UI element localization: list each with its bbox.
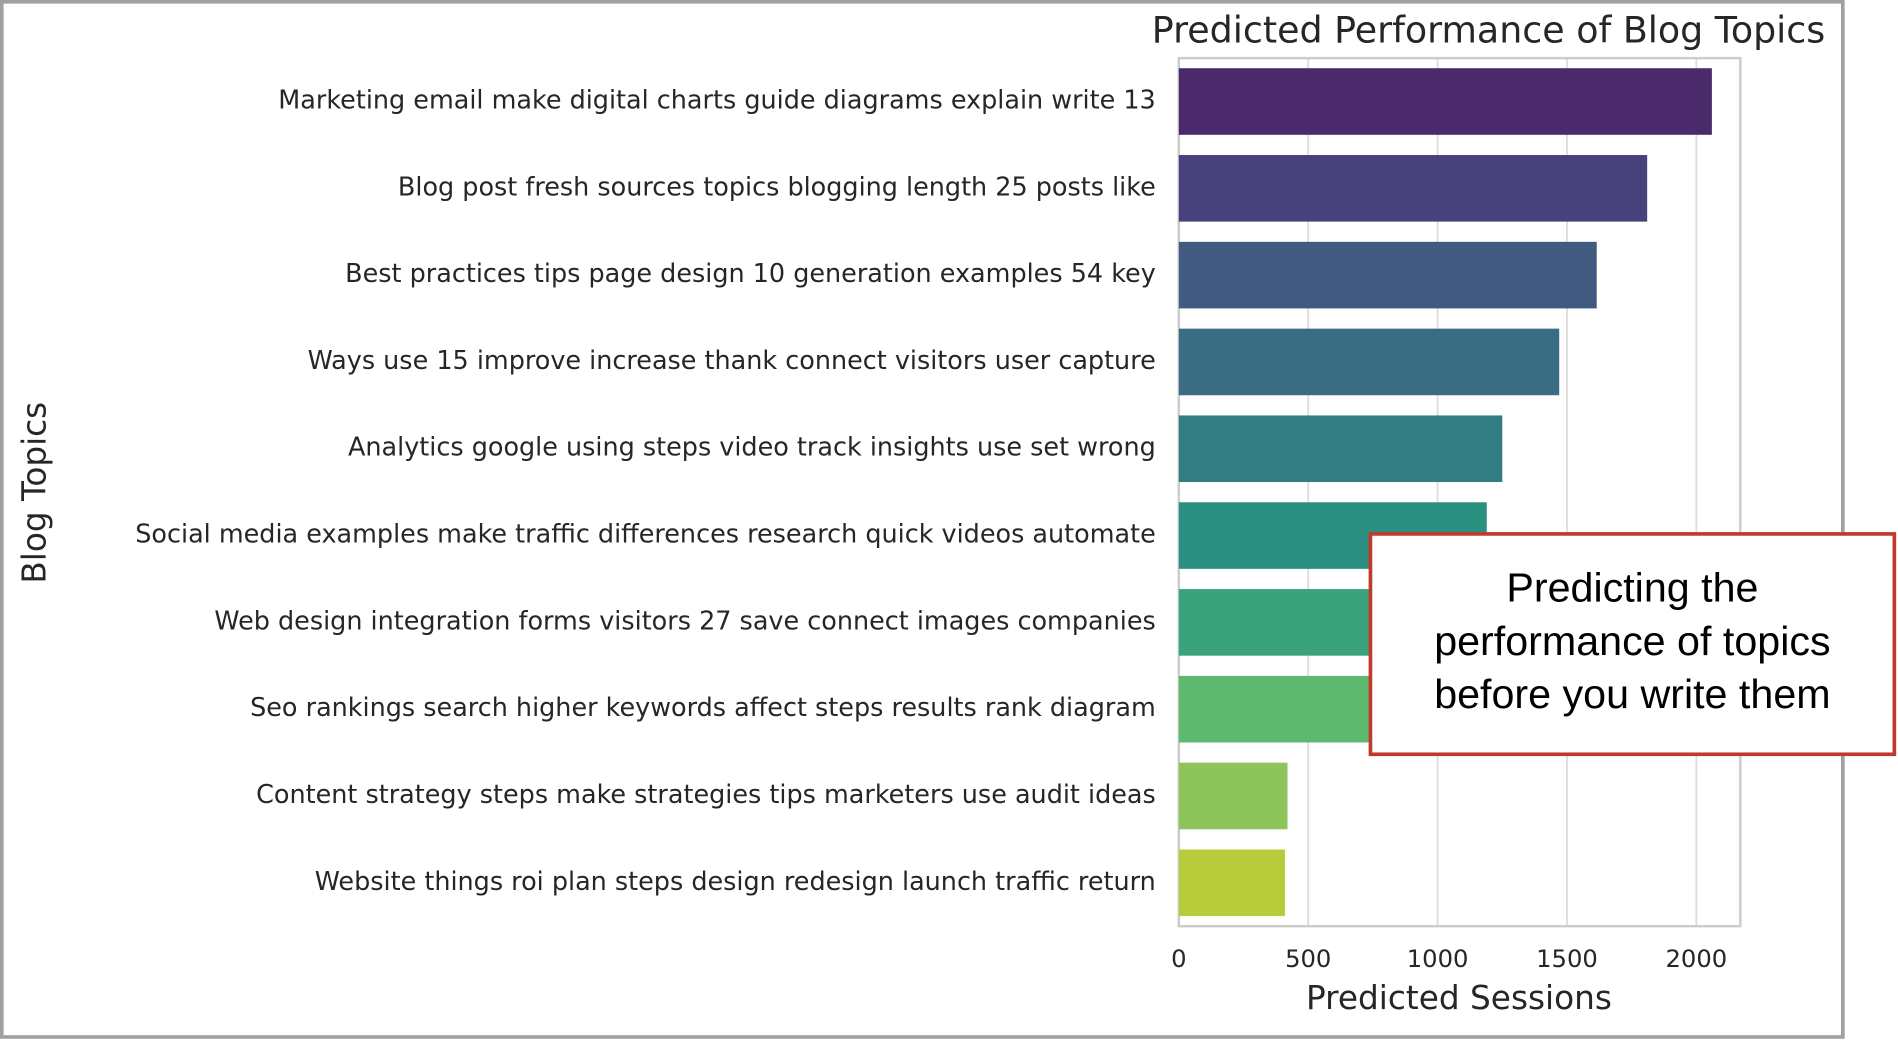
x-tick-label: 1500 bbox=[1536, 945, 1598, 973]
y-axis-label: Blog Topics bbox=[15, 402, 53, 584]
plot-border bbox=[1177, 56, 1742, 928]
bar bbox=[1178, 155, 1648, 222]
bar bbox=[1178, 849, 1285, 917]
x-tick-label: 2000 bbox=[1666, 945, 1728, 973]
annotation-text: Predicting the bbox=[1506, 565, 1758, 611]
y-tick-label: Marketing email make digital charts guid… bbox=[278, 85, 1155, 115]
bar bbox=[1178, 415, 1503, 483]
bar bbox=[1178, 328, 1560, 396]
y-tick-label: Best practices tips page design 10 gener… bbox=[345, 258, 1156, 288]
chart-title: Predicted Performance of Blog Topics bbox=[1152, 9, 1825, 52]
annotation-text: before you write them bbox=[1434, 671, 1830, 717]
annotation-text: performance of topics bbox=[1434, 618, 1830, 664]
y-tick-label: Website things roi plan steps design red… bbox=[315, 866, 1156, 896]
bar bbox=[1178, 241, 1597, 309]
x-tick-label: 0 bbox=[1171, 945, 1186, 973]
y-tick-label: Seo rankings search higher keywords affe… bbox=[250, 692, 1156, 722]
y-tick-label: Web design integration forms visitors 27… bbox=[214, 605, 1155, 635]
y-tick-label: Blog post fresh sources topics blogging … bbox=[398, 171, 1156, 201]
x-tick-label: 500 bbox=[1285, 945, 1331, 973]
y-tick-label: Analytics google using steps video track… bbox=[348, 432, 1156, 462]
bar bbox=[1178, 762, 1288, 830]
plot-area: 0 500 1000 1500 2000 Marketing email make dig… bbox=[135, 56, 1742, 973]
y-tick-label: Social media examples make traffic diffe… bbox=[135, 519, 1155, 549]
annotation-box: Predicting the performance of topics befor… bbox=[1368, 532, 1897, 757]
x-tick-label: 1000 bbox=[1407, 945, 1469, 973]
x-axis-label: Predicted Sessions bbox=[1306, 979, 1612, 1017]
y-tick-label: Content strategy steps make strategies t… bbox=[256, 779, 1156, 809]
bar bbox=[1178, 68, 1712, 135]
annotation-frame bbox=[1368, 532, 1897, 757]
y-tick-label: Ways use 15 improve increase thank conne… bbox=[308, 345, 1156, 375]
